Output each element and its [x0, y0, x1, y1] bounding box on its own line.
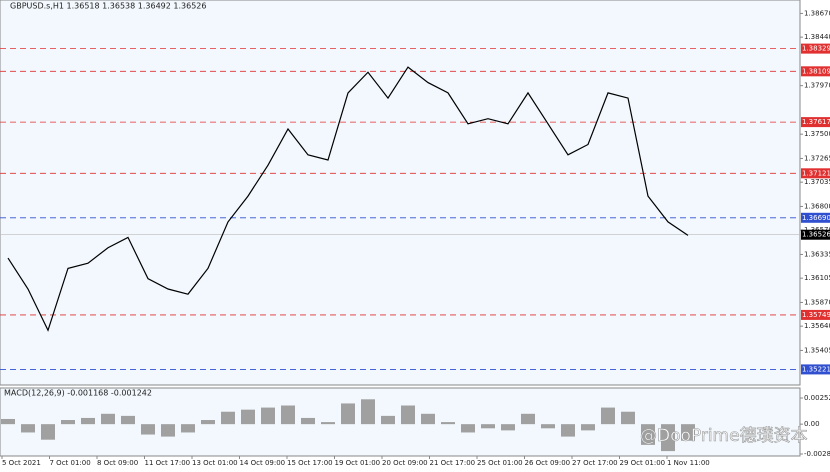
- macd-bar: [81, 417, 95, 425]
- x-tick-label: 15 Oct 17:00: [287, 459, 333, 467]
- level-box: [801, 212, 830, 223]
- macd-bar: [441, 422, 455, 425]
- x-tick-label: 29 Oct 01:00: [620, 459, 666, 467]
- y-tick-label: 1.36800: [804, 202, 830, 210]
- macd-bar: [21, 424, 35, 433]
- x-tick-label: 11 Oct 17:00: [145, 459, 191, 467]
- level-box: [801, 168, 830, 179]
- x-tick-label: 19 Oct 01:00: [335, 459, 381, 467]
- x-tick-label: 25 Oct 01:00: [477, 459, 523, 467]
- macd-tick-label: 0.00: [804, 420, 820, 428]
- y-tick-label: 1.36105: [804, 274, 830, 282]
- macd-bar: [61, 420, 75, 425]
- macd-bar: [541, 424, 555, 429]
- x-tick-label: 13 Oct 01:00: [192, 459, 238, 467]
- chart-title: GBPUSD.s,H1 1.36518 1.36538 1.36492 1.36…: [10, 2, 206, 11]
- macd-bar: [341, 403, 355, 425]
- price-line: [7, 66, 689, 332]
- macd-bar: [221, 411, 235, 425]
- macd-bar: [381, 415, 395, 425]
- x-tick-label: 26 Oct 09:00: [525, 459, 571, 467]
- level-label: 1.37121: [802, 169, 830, 177]
- macd-bar: [281, 405, 295, 425]
- level-box: [801, 43, 830, 54]
- level-label: 1.35221: [802, 365, 830, 373]
- x-tick-label: 27 Oct 17:00: [572, 459, 618, 467]
- macd-bar: [501, 424, 515, 431]
- x-tick-label: 8 Oct 09:00: [97, 459, 138, 467]
- macd-tick-label: -0.00288: [804, 450, 830, 458]
- macd-tick-label: 0.002525: [804, 394, 830, 402]
- macd-label: MACD(12,26,9) -0.001168 -0.001242: [4, 389, 152, 398]
- macd-bar: [1, 418, 15, 425]
- macd-bar: [201, 420, 215, 425]
- macd-bar: [681, 424, 695, 441]
- y-tick-label: 1.35405: [804, 346, 830, 354]
- y-tick-label: 1.35870: [804, 298, 830, 306]
- x-tick-label: 7 Oct 01:00: [50, 459, 91, 467]
- macd-bar: [181, 424, 195, 433]
- macd-bar: [581, 424, 595, 431]
- macd-bar: [601, 407, 615, 425]
- level-box: [801, 364, 830, 375]
- x-tick-label: 1 Nov 11:00: [667, 459, 710, 467]
- y-tick-label: 1.37970: [804, 82, 830, 90]
- x-tick-label: 21 Oct 17:00: [430, 459, 476, 467]
- macd-bar: [621, 411, 635, 425]
- y-tick-label: 1.37035: [804, 178, 830, 186]
- macd-bar: [321, 422, 335, 425]
- y-tick-label: 1.38670: [804, 9, 830, 17]
- macd-bar: [141, 424, 155, 435]
- macd-bar: [401, 405, 415, 425]
- x-tick-label: 20 Oct 09:00: [382, 459, 428, 467]
- macd-bar: [461, 424, 475, 433]
- macd-bar: [481, 424, 495, 429]
- x-tick-label: 14 Oct 09:00: [240, 459, 286, 467]
- macd-bar: [421, 413, 435, 425]
- y-tick-label: 1.37500: [804, 130, 830, 138]
- macd-bar: [41, 424, 55, 440]
- level-box: [801, 117, 830, 128]
- level-box: [801, 309, 830, 320]
- main-panel: [0, 0, 801, 386]
- level-label: 1.36690: [802, 214, 830, 222]
- y-tick-label: 1.37265: [804, 154, 830, 162]
- macd-bar: [661, 424, 675, 452]
- macd-bar: [161, 424, 175, 437]
- macd-bar: [361, 399, 375, 425]
- current-label: 1.36526: [802, 231, 830, 239]
- y-tick-label: 1.35640: [804, 322, 830, 330]
- watermark: @DooPrime德璞资本: [640, 426, 808, 446]
- level-label: 1.37617: [802, 118, 830, 126]
- macd-bar: [641, 424, 655, 445]
- macd-bar: [101, 413, 115, 425]
- macd-bar: [301, 417, 315, 425]
- current-box: [801, 229, 830, 240]
- level-label: 1.38109: [802, 67, 830, 75]
- level-box: [801, 66, 830, 77]
- x-tick-label: 5 Oct 2021: [2, 459, 41, 467]
- macd-bar: [261, 407, 275, 425]
- macd-bar: [241, 409, 255, 425]
- level-label: 1.38329: [802, 45, 830, 53]
- macd-bar: [561, 424, 575, 437]
- level-label: 1.35749: [802, 311, 830, 319]
- y-tick-label: 1.38440: [804, 33, 830, 41]
- y-tick-label: 1.36335: [804, 250, 830, 258]
- macd-bar: [121, 415, 135, 425]
- macd-bar: [521, 413, 535, 425]
